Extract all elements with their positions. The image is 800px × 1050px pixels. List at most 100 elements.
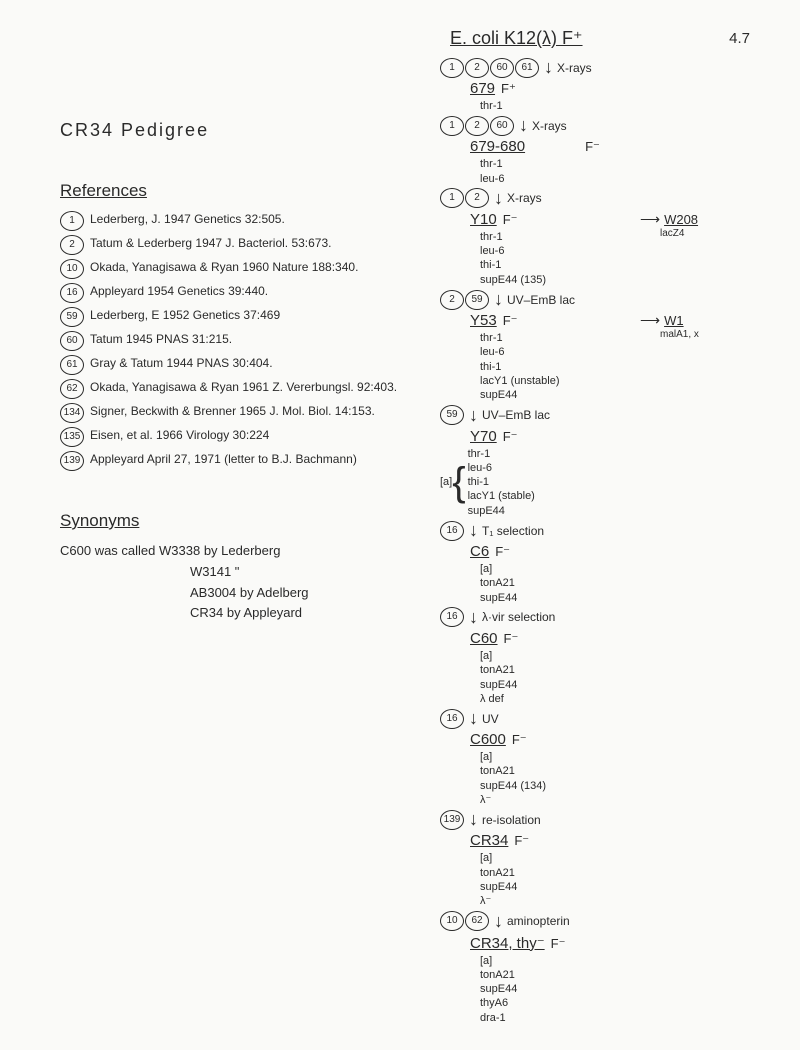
- ref-badge: 2: [440, 290, 464, 310]
- genotype-line: tonA21: [480, 663, 760, 677]
- reference-text: Appleyard 1954 Genetics 39:440.: [90, 284, 268, 298]
- treatment-arrow: 16↓UV: [440, 708, 760, 729]
- arrow-down-icon: ↓: [494, 911, 503, 932]
- arrow-right-icon: ⟶: [640, 211, 660, 227]
- page-number: 4.7: [729, 30, 750, 47]
- strain-name: C60: [470, 630, 498, 647]
- genotype-line: supE44 (135): [480, 273, 760, 287]
- treatment-label: UV: [482, 712, 499, 726]
- strain-name: Y10: [470, 211, 497, 228]
- strain-name: CR34, thy⁻: [470, 934, 545, 952]
- genotype-line: λ⁻: [480, 894, 760, 908]
- reference-item: 59Lederberg, E 1952 Genetics 37:469: [60, 307, 420, 327]
- genotype-line: thr-1: [480, 157, 760, 171]
- reference-text: Lederberg, J. 1947 Genetics 32:505.: [90, 212, 285, 226]
- treatment-arrow: 139↓re-isolation: [440, 809, 760, 830]
- reference-number: 2: [60, 235, 84, 255]
- ref-badge: 59: [440, 405, 464, 425]
- genotype-line: supE44: [480, 388, 760, 402]
- branch-genotype: lacZ4: [660, 228, 698, 239]
- reference-item: 134 Signer, Beckwith & Brenner 1965 J. Mo…: [60, 403, 420, 423]
- synonym-line: W3338 by Lederberg: [159, 543, 280, 558]
- genotype-line: dra-1: [480, 1011, 760, 1025]
- genotype-line: λ⁻: [480, 793, 760, 807]
- reference-item: 135 Eisen, et al. 1966 Virology 30:224: [60, 427, 420, 447]
- arrow-right-icon: ⟶: [640, 312, 660, 328]
- treatment-label: aminopterin: [507, 914, 570, 928]
- reference-item: 16Appleyard 1954 Genetics 39:440.: [60, 283, 420, 303]
- f-state: F⁻: [495, 544, 510, 559]
- f-state: F⁻: [551, 936, 566, 951]
- treatment-label: X-rays: [557, 61, 592, 75]
- reference-text: Eisen, et al. 1966 Virology 30:224: [90, 428, 269, 442]
- reference-number: 61: [60, 355, 84, 375]
- branch-genotype: malA1, x: [660, 329, 699, 340]
- treatment-arrow: 59↓UV–EmB lac: [440, 405, 760, 426]
- reference-item: 62 Okada, Yanagisawa & Ryan 1961 Z. Verer…: [60, 379, 420, 399]
- reference-number: 62: [60, 379, 84, 399]
- reference-number: 10: [60, 259, 84, 279]
- pedigree-column: 126061↓X-rays679F⁺thr-11260↓X-rays679-68…: [430, 55, 760, 1025]
- ref-badge: 1: [440, 188, 464, 208]
- reference-number: 134: [60, 403, 84, 423]
- genotype-line: λ def: [480, 692, 760, 706]
- page-title: CR34 Pedigree: [60, 120, 420, 141]
- treatment-label: X-rays: [507, 191, 542, 205]
- arrow-down-icon: ↓: [494, 289, 503, 310]
- branch-name: W1: [664, 313, 684, 328]
- arrow-down-icon: ↓: [469, 607, 478, 628]
- genotype-line: tonA21: [480, 866, 760, 880]
- reference-item: 1 Lederberg, J. 1947 Genetics 32:505.: [60, 211, 420, 231]
- genotype-line: leu-6: [480, 244, 760, 258]
- genotype-line: thr-1: [480, 230, 760, 244]
- reference-number: 59: [60, 307, 84, 327]
- genotype-line: thr-1: [480, 331, 760, 345]
- strain-name: Y70: [470, 428, 497, 445]
- treatment-label: T₁ selection: [482, 524, 544, 538]
- genotype-line: supE44: [480, 591, 760, 605]
- synonyms-block: C600 was called W3338 by Lederberg W3141…: [60, 541, 420, 624]
- root-strain: E. coli K12(λ) F⁺: [450, 28, 583, 49]
- genotype-bracket-label: [a]: [440, 475, 452, 489]
- reference-number: 60: [60, 331, 84, 351]
- reference-text: Okada, Yanagisawa & Ryan 1960 Nature 188…: [90, 260, 358, 274]
- genotype-line: thi-1: [480, 258, 760, 272]
- reference-text: Okada, Yanagisawa & Ryan 1961 Z. Vererbu…: [90, 380, 397, 394]
- reference-item: 2Tatum & Lederberg 1947 J. Bacteriol. 53…: [60, 235, 420, 255]
- reference-text: Signer, Beckwith & Brenner 1965 J. Mol. …: [90, 404, 375, 418]
- treatment-label: UV–EmB lac: [507, 293, 575, 307]
- ref-badge: 2: [465, 188, 489, 208]
- strain-node: Y53F⁻: [470, 312, 760, 329]
- genotype-line: thyA6: [480, 996, 760, 1010]
- arrow-down-icon: ↓: [469, 520, 478, 541]
- branch-strain: ⟶ W208lacZ4: [640, 211, 698, 239]
- strain-name: C6: [470, 543, 489, 560]
- strain-name: CR34: [470, 832, 508, 849]
- ref-badge: 62: [465, 911, 489, 931]
- strain-name: Y53: [470, 312, 497, 329]
- genotype-line: [a]: [480, 851, 760, 865]
- strain-node: 679-680F⁻: [470, 138, 760, 155]
- strain-node: C60 F⁻: [470, 630, 760, 647]
- treatment-arrow: 1062↓aminopterin: [440, 911, 760, 932]
- reference-item: 60Tatum 1945 PNAS 31:215.: [60, 331, 420, 351]
- arrow-down-icon: ↓: [469, 405, 478, 426]
- strain-name: C600: [470, 731, 506, 748]
- reference-number: 1: [60, 211, 84, 231]
- reference-number: 135: [60, 427, 84, 447]
- f-state: F⁻: [504, 631, 519, 646]
- treatment-label: λ·vir selection: [482, 610, 555, 624]
- ref-badge: 16: [440, 709, 464, 729]
- ref-badge: 16: [440, 607, 464, 627]
- f-state: F⁻: [512, 732, 527, 747]
- strain-name: 679: [470, 80, 495, 97]
- reference-text: Appleyard April 27, 1971 (letter to B.J.…: [90, 452, 357, 466]
- strain-node: C6 F⁻: [470, 543, 760, 560]
- reference-text: Gray & Tatum 1944 PNAS 30:404.: [90, 356, 273, 370]
- genotype-line: thr-1: [480, 99, 760, 113]
- genotype-line: supE44: [480, 982, 760, 996]
- treatment-arrow: 16↓T₁ selection: [440, 520, 760, 541]
- ref-badge: 59: [465, 290, 489, 310]
- synonym-line: W3141 ": [190, 562, 420, 583]
- branch-name: W208: [664, 212, 698, 227]
